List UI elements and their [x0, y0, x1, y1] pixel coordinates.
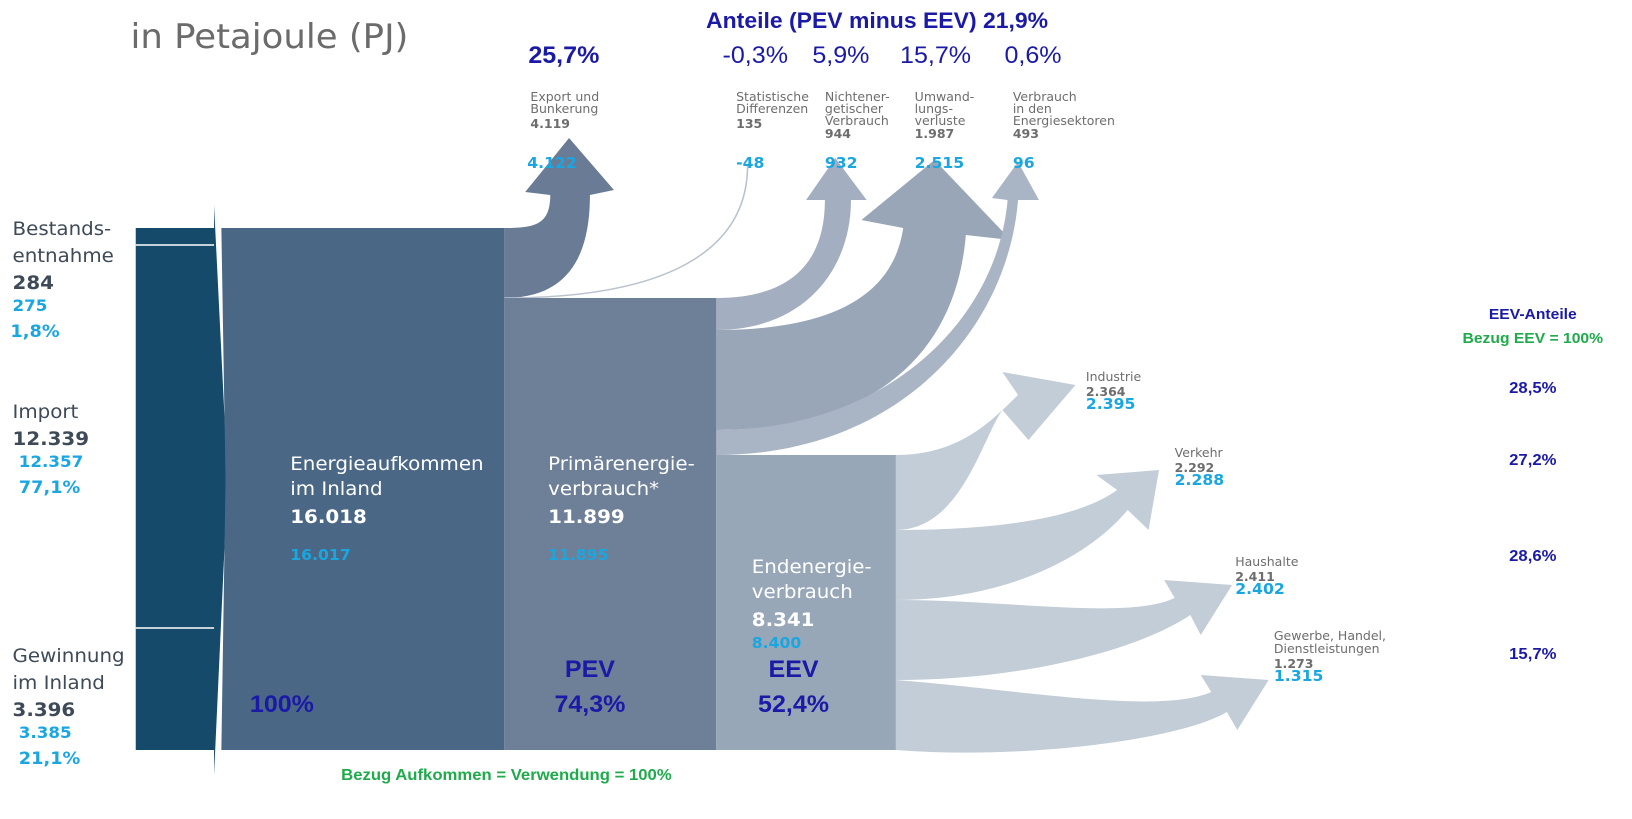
- label: 11.895: [548, 546, 608, 564]
- label: 493: [1013, 127, 1039, 141]
- label: 135: [736, 117, 762, 131]
- label: Verkehr: [1175, 446, 1224, 460]
- label: 8.341: [752, 608, 815, 630]
- label: 284: [13, 271, 54, 293]
- label: Haushalte: [1235, 555, 1298, 569]
- label: EEV: [768, 656, 819, 682]
- label: in den: [1013, 102, 1052, 116]
- label: 3.385: [19, 723, 72, 742]
- label: Gewerbe, Handel,: [1274, 629, 1386, 643]
- label: 5,9%: [812, 42, 869, 68]
- label: 2.395: [1086, 395, 1136, 413]
- label: Energiesektoren: [1013, 114, 1115, 128]
- blocks: [135, 205, 896, 775]
- eev-block: [716, 455, 896, 750]
- label: verluste: [915, 114, 966, 128]
- label: 1,8%: [10, 322, 59, 342]
- label: getischer: [825, 102, 884, 116]
- non-energy-arrow: [716, 158, 867, 330]
- label: Endenergie-: [752, 555, 872, 577]
- industry-arrow: [895, 372, 1076, 530]
- label: Industrie: [1086, 370, 1141, 384]
- source-block: [135, 205, 228, 775]
- label: -48: [736, 154, 764, 172]
- label: Primärenergie-: [548, 452, 695, 474]
- label: Gewinnung: [13, 644, 125, 666]
- label: Energieaufkommen: [290, 452, 483, 474]
- label: 21,1%: [19, 749, 81, 769]
- label: 1.273: [1274, 657, 1314, 671]
- label: Anteile (PEV minus EEV) 21,9%: [706, 8, 1048, 32]
- label: 2.292: [1175, 461, 1215, 475]
- flows: [504, 138, 1269, 753]
- label: 77,1%: [19, 478, 81, 498]
- label: in Petajoule (PJ): [131, 18, 409, 57]
- label: verbrauch*: [548, 477, 659, 499]
- label: Umwand-: [915, 90, 975, 104]
- export-arrow: [504, 138, 614, 298]
- label: 16.017: [290, 546, 350, 564]
- label: 96: [1013, 154, 1035, 172]
- label: Bezug EEV = 100%: [1463, 330, 1604, 347]
- label: Verbrauch: [825, 114, 889, 128]
- conversion-arrow: [716, 160, 1011, 430]
- label: entnahme: [13, 244, 114, 266]
- label: Nichtener-: [825, 90, 890, 104]
- label: 100%: [250, 691, 314, 717]
- label: 15,7%: [1509, 645, 1557, 663]
- label: 28,6%: [1509, 547, 1557, 565]
- label: 11.899: [548, 505, 624, 527]
- commerce-arrow: [895, 675, 1269, 753]
- label: -0,3%: [723, 42, 788, 68]
- label: Bezug Aufkommen = Verwendung = 100%: [341, 766, 672, 784]
- label: 27,2%: [1509, 451, 1557, 469]
- label: Import: [13, 400, 79, 422]
- label: im Inland: [13, 671, 105, 693]
- label: 2.411: [1235, 570, 1275, 584]
- label: 932: [825, 154, 858, 172]
- label: 2.515: [915, 154, 965, 172]
- label: 2.288: [1175, 471, 1225, 489]
- label: 25,7%: [528, 42, 599, 68]
- label: 275: [13, 296, 48, 315]
- transport-arrow: [895, 470, 1160, 600]
- households-arrow: [895, 580, 1233, 680]
- label: Bestands-: [13, 217, 112, 239]
- label: 74,3%: [554, 691, 625, 717]
- label: 944: [825, 127, 851, 141]
- label: Export und: [530, 90, 599, 104]
- label: 28,5%: [1509, 379, 1557, 397]
- label: Differenzen: [736, 102, 808, 116]
- label: im Inland: [290, 477, 382, 499]
- label: 15,7%: [900, 42, 971, 68]
- energy-sector-arrow: [716, 162, 1039, 455]
- label: Bunkerung: [530, 102, 598, 116]
- label: 8.400: [752, 634, 802, 652]
- label: 52,4%: [758, 691, 829, 717]
- pev-block: [504, 298, 717, 750]
- label: 4.122: [527, 154, 577, 172]
- label: verbrauch: [752, 580, 853, 602]
- statistic-line: [504, 164, 749, 299]
- label: 2.364: [1086, 385, 1126, 399]
- supply-block: [221, 228, 505, 750]
- label: 12.339: [13, 427, 89, 449]
- label: 12.357: [19, 452, 83, 471]
- label: lungs-: [915, 102, 953, 116]
- label: Verbrauch: [1013, 90, 1077, 104]
- label: 1.315: [1274, 667, 1324, 685]
- label: 3.396: [13, 698, 76, 720]
- label: 2.402: [1235, 580, 1285, 598]
- label: EEV-Anteile: [1489, 306, 1577, 323]
- label: PEV: [565, 656, 616, 682]
- label: 0,6%: [1004, 42, 1061, 68]
- label: 4.119: [530, 117, 570, 131]
- label: Dienstleistungen: [1274, 642, 1380, 656]
- label: 16.018: [290, 505, 366, 527]
- label: 1.987: [915, 127, 955, 141]
- label: Statistische: [736, 90, 809, 104]
